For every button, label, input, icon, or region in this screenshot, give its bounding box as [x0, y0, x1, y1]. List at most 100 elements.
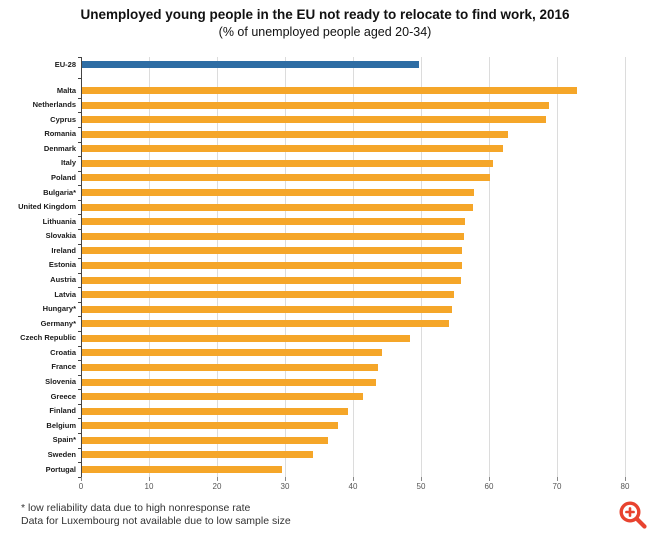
category-label: Slovakia	[45, 231, 76, 241]
bar	[82, 87, 577, 94]
y-axis-tick	[78, 287, 81, 289]
category-label: Romania	[44, 129, 76, 139]
bar	[82, 305, 453, 313]
bar	[82, 378, 377, 386]
x-axis-tick-label: 70	[552, 482, 562, 491]
y-axis-tick	[78, 141, 81, 143]
bar	[82, 349, 383, 357]
category-label: Cyprus	[50, 114, 76, 124]
x-axis-tick-label: 10	[144, 482, 154, 491]
category-label: Bulgaria*	[43, 187, 76, 197]
category-label: Italy	[60, 158, 76, 168]
bar	[82, 232, 464, 240]
y-axis-tick	[78, 360, 81, 362]
y-axis-tick	[78, 433, 81, 435]
category-label: France	[51, 362, 76, 372]
bar	[82, 145, 504, 153]
gridline	[557, 57, 558, 477]
category-label: Lithuania	[42, 216, 76, 226]
zoom-in-icon[interactable]	[617, 499, 649, 531]
y-axis-tick	[78, 57, 81, 58]
category-label: Netherlands	[32, 100, 76, 110]
category-label: United Kingdom	[18, 202, 76, 212]
y-axis-tick	[78, 316, 81, 318]
y-axis-tick	[78, 126, 81, 128]
x-axis-tick-label: 40	[348, 482, 358, 491]
bar	[82, 320, 449, 328]
bar	[82, 261, 462, 269]
bar	[82, 130, 509, 138]
x-axis-tick	[217, 477, 218, 481]
category-label: Finland	[49, 406, 76, 416]
bar-eu28	[82, 61, 419, 68]
bar	[82, 203, 473, 211]
category-label: Czech Republic	[20, 333, 76, 343]
category-label: Denmark	[43, 143, 76, 153]
x-axis-tick	[557, 477, 558, 481]
x-axis-tick	[421, 477, 422, 481]
bar	[82, 291, 455, 299]
category-label: Croatia	[50, 347, 76, 357]
chart-title: Unemployed young people in the EU not re…	[80, 7, 570, 22]
bar	[82, 116, 547, 124]
bar	[82, 334, 411, 342]
y-axis-tick	[78, 374, 81, 376]
y-axis-tick	[78, 214, 81, 216]
bar	[82, 276, 462, 284]
category-label: Slovenia	[45, 377, 76, 387]
bar	[82, 174, 490, 182]
y-axis-tick	[78, 477, 81, 478]
y-axis-tick	[78, 389, 81, 391]
x-axis-tick-label: 50	[416, 482, 426, 491]
category-label: Greece	[50, 391, 76, 401]
x-axis-tick-label: 60	[484, 482, 494, 491]
x-axis-tick-label: 30	[280, 482, 290, 491]
x-axis-tick	[149, 477, 150, 481]
bar	[82, 422, 339, 430]
x-axis-tick-label: 80	[620, 482, 630, 491]
y-axis-tick	[78, 156, 81, 158]
category-label: EU-28	[54, 59, 76, 69]
category-label: Latvia	[54, 289, 76, 299]
bar	[82, 159, 494, 167]
bar	[82, 363, 379, 371]
gridline	[625, 57, 626, 477]
y-axis-tick	[78, 77, 81, 79]
category-label: Malta	[56, 85, 76, 95]
y-axis-tick	[78, 112, 81, 114]
bar	[82, 218, 466, 226]
y-axis-tick	[78, 345, 81, 347]
y-axis-tick	[78, 403, 81, 405]
y-axis-tick	[78, 258, 81, 260]
category-label: Hungary*	[42, 304, 76, 314]
bar	[82, 451, 313, 459]
category-label: Spain*	[52, 435, 76, 445]
x-axis-tick-label: 0	[78, 482, 84, 491]
bar	[82, 247, 463, 255]
bar	[82, 407, 349, 415]
y-axis-tick	[78, 462, 81, 464]
y-axis-tick	[78, 97, 81, 99]
footnote-luxembourg: Data for Luxembourg not available due to…	[21, 515, 291, 527]
y-axis-tick	[78, 331, 81, 333]
y-axis-tick	[78, 447, 81, 449]
y-axis-tick	[78, 228, 81, 230]
x-axis-tick	[489, 477, 490, 481]
bar	[82, 466, 283, 473]
x-axis-tick	[625, 477, 626, 481]
category-label: Sweden	[47, 449, 76, 459]
bar	[82, 101, 549, 109]
category-label: Austria	[50, 275, 76, 284]
footnote-reliability: * low reliability data due to high nonre…	[21, 502, 251, 514]
category-label: Portugal	[45, 464, 76, 474]
x-axis-tick	[353, 477, 354, 481]
category-label: Belgium	[46, 420, 76, 430]
y-axis-tick	[78, 185, 81, 187]
y-axis-tick	[78, 418, 81, 420]
bar	[82, 436, 328, 444]
x-axis-tick-label: 20	[212, 482, 222, 491]
category-label: Germany*	[40, 318, 76, 328]
chart-subtitle: (% of unemployed people aged 20-34)	[218, 25, 432, 39]
category-label: Poland	[50, 172, 76, 182]
